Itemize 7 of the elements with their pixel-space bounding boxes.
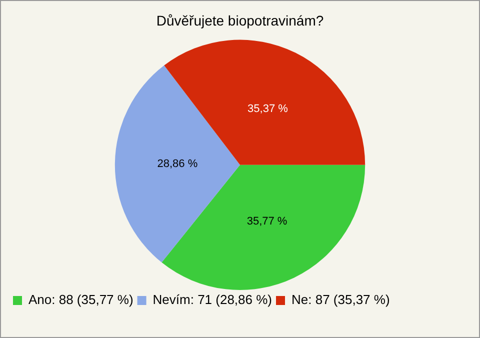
chart-title: Důvěřujete biopotravinám?: [156, 12, 324, 28]
data-label: 28,86 %: [157, 158, 198, 170]
legend-label: Ano: 88 (35,77 %): [28, 292, 134, 308]
data-label: 35,77 %: [246, 215, 288, 228]
legend-label: Ne: 87 (35,37 %): [292, 292, 390, 308]
legend-label: Nevím: 71 (28,86 %): [152, 292, 272, 308]
data-label: 35,37 %: [248, 102, 288, 115]
